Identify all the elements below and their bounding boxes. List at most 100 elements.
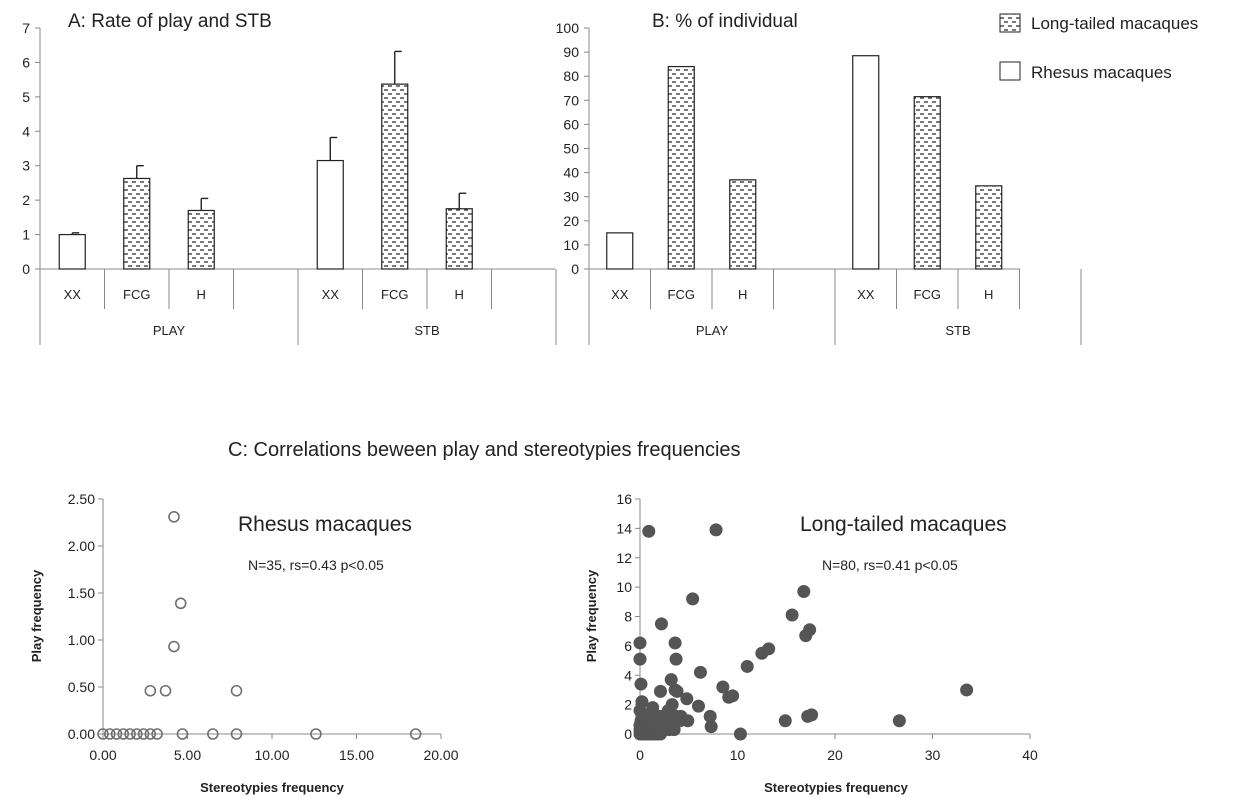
data-point [686,592,700,606]
x-tick-label: 0.00 [89,747,116,763]
x-tick-label: 20 [827,747,843,763]
y-tick-label: 2 [624,697,632,713]
y-tick-label: 0.50 [68,679,95,695]
y-tick-label: 1 [22,227,30,243]
data-point [207,728,219,740]
chart-c-long-tailed-scatter: Long-tailed macaques N=80, rs=0.41 p<0.0… [584,491,1038,795]
group-label: PLAY [153,323,186,338]
data-point [740,659,754,673]
data-point [778,714,792,728]
x-tick-label: 20.00 [423,747,458,763]
data-point [805,708,819,722]
category-label: FCG [381,287,408,302]
y-tick-label: 0.00 [68,726,95,742]
data-point [124,728,136,740]
legend-label-rhesus: Rhesus macaques [1031,63,1172,82]
data-point [670,684,684,698]
bar [445,208,473,270]
bar [187,209,215,270]
category-label: H [197,287,206,302]
chart-b-title: B: % of individual [652,11,798,32]
bar [381,83,409,270]
data-point [144,728,157,740]
y-tick-label: 100 [556,20,580,36]
data-point [716,680,730,694]
data-point [137,728,150,740]
scatter-long-tailed-plot-area: 0 2 4 6 8 10 12 14 16 0 10 20 30 40 [616,491,1038,763]
scatter-rhesus-plot-area: 0.00 0.50 1.00 1.50 2.00 2.50 0.00 5.00 10.00 15.… [68,491,459,763]
bar [729,179,757,270]
data-point [669,652,683,666]
group-label: STB [945,323,970,338]
scatter-rhesus-xlabel: Stereotypies frequency [200,780,345,795]
data-point [634,677,648,691]
category-label: FCG [123,287,150,302]
data-point [709,523,723,537]
chart-b-plot-area: 0 10 20 30 40 50 60 70 80 90 100 XX FCG H XX FCG H PLAY ST… [556,20,1082,345]
x-tick-label: 10 [730,747,746,763]
bar [975,185,1003,270]
bar [606,232,634,270]
data-point [692,699,705,713]
y-tick-label: 3 [22,158,30,174]
bar [852,55,880,270]
legend-swatch-long-tailed [999,13,1021,33]
category-label: XX [857,287,875,302]
data-point [680,692,694,706]
y-tick-label: 4 [22,123,30,139]
data-point [803,623,817,637]
data-point [693,665,707,679]
scatter-rhesus-title: Rhesus macaques [238,513,412,536]
bar [123,177,151,270]
bar [58,233,86,270]
data-point [797,585,811,599]
data-point [654,617,668,631]
x-tick-label: 0 [636,747,644,763]
y-tick-label: 2 [22,192,30,208]
chart-a-rate-of-play-and-stb: A: Rate of play and STB 0 1 2 3 4 5 6 7 XX FCG H XX… [22,11,557,345]
data-point [230,728,243,740]
scatter-rhesus-ylabel: Play frequency [29,569,44,662]
section-c-title: C: Correlations beween play and stereoty… [228,439,741,461]
x-tick-label: 40 [1022,747,1038,763]
scatter-long-tailed-title: Long-tailed macaques [800,513,1007,536]
category-label: FCG [668,287,695,302]
data-point [633,636,647,650]
data-point [168,640,180,653]
data-point [103,728,116,740]
y-tick-label: 90 [563,44,579,60]
chart-a-title: A: Rate of play and STB [68,11,272,32]
data-point [668,636,682,650]
data-point [174,597,187,610]
x-tick-label: 5.00 [174,747,201,763]
data-point [664,673,678,687]
category-label: XX [64,287,82,302]
y-tick-label: 70 [563,92,579,108]
y-tick-label: 10 [563,237,579,253]
data-point [704,720,718,734]
category-label: H [738,287,747,302]
category-label: XX [611,287,629,302]
data-point [892,714,906,728]
y-tick-label: 0 [22,261,30,277]
data-point [653,684,667,698]
y-tick-label: 2.00 [68,538,95,554]
y-tick-label: 12 [616,550,632,566]
scatter-rhesus-stat: N=35, rs=0.43 p<0.05 [248,557,384,573]
legend: Long-tailed macaques Rhesus macaques [999,13,1198,82]
y-tick-label: 1.00 [68,632,95,648]
y-tick-label: 5 [22,89,30,105]
bar [913,96,941,270]
category-label: H [984,287,993,302]
data-point [681,714,695,728]
y-tick-label: 14 [616,520,632,536]
data-point [733,727,747,741]
y-tick-label: 60 [563,116,579,132]
data-point [144,684,157,697]
y-tick-label: 8 [624,609,632,625]
y-tick-label: 16 [616,491,632,507]
data-point [117,728,130,740]
category-label: XX [322,287,340,302]
data-point [646,701,660,715]
data-point [310,728,322,740]
